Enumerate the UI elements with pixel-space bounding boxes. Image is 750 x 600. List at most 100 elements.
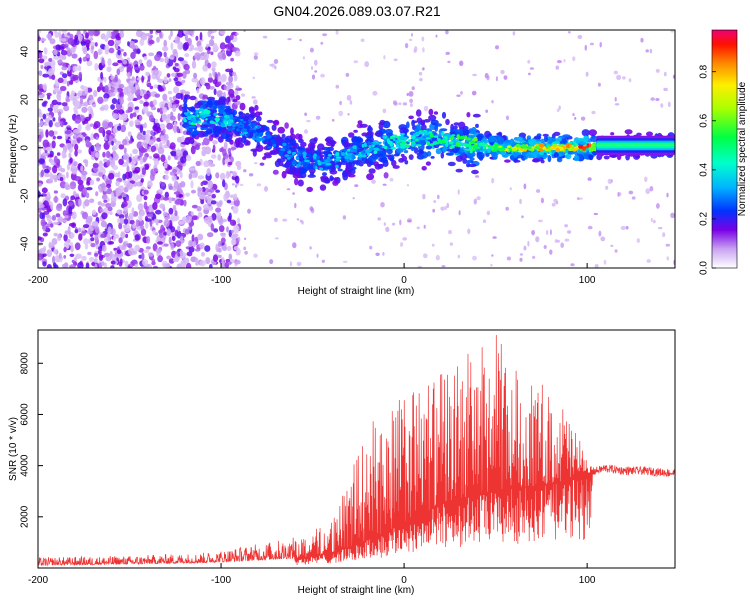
spectrogram-cell	[302, 155, 306, 158]
spectrogram-cell	[373, 147, 380, 151]
spectrogram-cell	[204, 245, 211, 252]
spectrogram-cell	[225, 138, 233, 143]
spectrogram-cell	[353, 60, 359, 64]
spectrogram-cell	[316, 155, 321, 160]
spectrogram-cell	[151, 261, 156, 266]
spectrogram-cell	[272, 143, 277, 148]
spectrogram-cell	[650, 97, 655, 101]
spectrogram-cell	[114, 74, 118, 82]
spectrogram-cell	[134, 244, 141, 252]
spectrogram-cell	[100, 182, 106, 191]
spectrogram-cell	[217, 75, 221, 82]
spectrogram-cell	[127, 41, 130, 47]
spectrogram-cell	[173, 86, 180, 94]
spectrogram-cell	[233, 224, 240, 234]
spectrogram-cell	[102, 120, 108, 129]
spectrogram-cell	[219, 97, 226, 105]
spectrogram-cell	[38, 70, 43, 76]
spectrogram-cell	[89, 37, 94, 41]
spectrogram-cell	[158, 188, 164, 193]
spectrogram-cell	[663, 87, 668, 92]
spectrogram-cell	[38, 182, 43, 187]
spectrogram-cell	[504, 159, 511, 163]
spectrogram-cell	[232, 205, 239, 214]
spectrogram-cell	[392, 136, 396, 142]
spectrogram-cell	[82, 224, 90, 229]
spectrogram-cell	[180, 235, 184, 243]
spectrogram-cell	[294, 177, 299, 186]
spectrogram-cell	[46, 178, 53, 184]
spectrogram-cell	[59, 85, 67, 92]
spectrogram-cell	[149, 114, 155, 123]
spectrogram-cell	[402, 102, 408, 106]
spectrogram-cell	[189, 95, 197, 101]
spectrogram-cell	[231, 238, 237, 246]
spectrogram-cell	[49, 223, 54, 228]
spectrogram-cell	[91, 172, 98, 176]
spectrogram-cell	[212, 108, 217, 114]
spectrogram-cell	[226, 123, 232, 127]
spectrogram-cell	[52, 135, 56, 140]
spectrogram-cell	[108, 47, 115, 54]
spectrogram-cell	[222, 148, 227, 157]
spectrogram-cell	[206, 118, 211, 124]
spectrogram-cell	[114, 30, 119, 35]
spectrogram-cell	[448, 229, 452, 235]
spectrogram-cell	[210, 51, 214, 56]
spectrogram-cell	[462, 129, 470, 136]
spectrogram-cell	[64, 184, 71, 190]
spectrogram-cell	[587, 177, 592, 181]
spectrogram-cell	[129, 219, 135, 225]
spectrogram-cell	[87, 251, 92, 256]
spectrogram-cell	[193, 128, 198, 137]
spectrogram-cell	[222, 179, 226, 188]
spectrogram-cell	[384, 146, 388, 150]
spectrogram-cell	[565, 153, 572, 160]
spectrogram-cell	[235, 85, 239, 89]
spectrogram-cell	[112, 145, 118, 151]
spectrogram-cell	[143, 56, 148, 61]
spectrogram-cell	[288, 138, 297, 146]
spectrogram-cell	[307, 164, 315, 170]
spectrogram-cell	[85, 139, 90, 145]
spectrogram-cell	[495, 135, 501, 141]
spectrogram-cell	[183, 116, 186, 122]
spectrogram-cell	[122, 59, 128, 65]
spectrogram-cell	[82, 56, 87, 62]
spectrogram-cell	[157, 146, 165, 155]
spectrogram-cell	[274, 160, 281, 168]
spectrogram-cell	[50, 201, 54, 210]
spectrogram-cell	[582, 146, 586, 151]
spectrogram-cell	[226, 226, 229, 233]
spectrogram-cell	[382, 120, 391, 129]
spectrogram-cell	[214, 133, 219, 138]
spectrogram-cell	[194, 144, 200, 151]
spectrogram-cell	[272, 169, 279, 175]
spectrogram-cell	[113, 153, 119, 161]
spectrogram-cell	[40, 169, 45, 178]
spectrogram-cell	[79, 57, 82, 64]
spectrogram-cell	[432, 141, 437, 146]
spectrogram-cell	[408, 115, 414, 120]
spectrogram-cell	[145, 206, 150, 214]
spectrogram-cell	[205, 128, 213, 135]
spectrogram-cell	[148, 52, 155, 57]
spectrogram-cell	[190, 118, 197, 122]
spectrogram-cell	[296, 261, 302, 267]
spectrogram-cell	[119, 258, 123, 266]
spectrogram-cell	[182, 42, 188, 51]
spectrogram-cell	[216, 201, 223, 208]
spectrogram-cell	[471, 169, 479, 175]
spectrogram-cell	[141, 252, 145, 261]
spectrogram-cell	[335, 30, 339, 35]
spectrogram-cell	[266, 146, 273, 149]
spectrogram-cell	[644, 176, 648, 183]
spectrogram-cell	[272, 134, 278, 138]
spectrogram-cell	[139, 225, 145, 230]
spectrogram-cell	[107, 39, 115, 47]
spectrogram-cell	[560, 242, 565, 248]
spectrogram-cell	[418, 71, 423, 76]
spectrogram-cell	[182, 257, 190, 264]
spectrogram-cell	[354, 184, 359, 188]
spectrogram-cell	[225, 81, 233, 86]
